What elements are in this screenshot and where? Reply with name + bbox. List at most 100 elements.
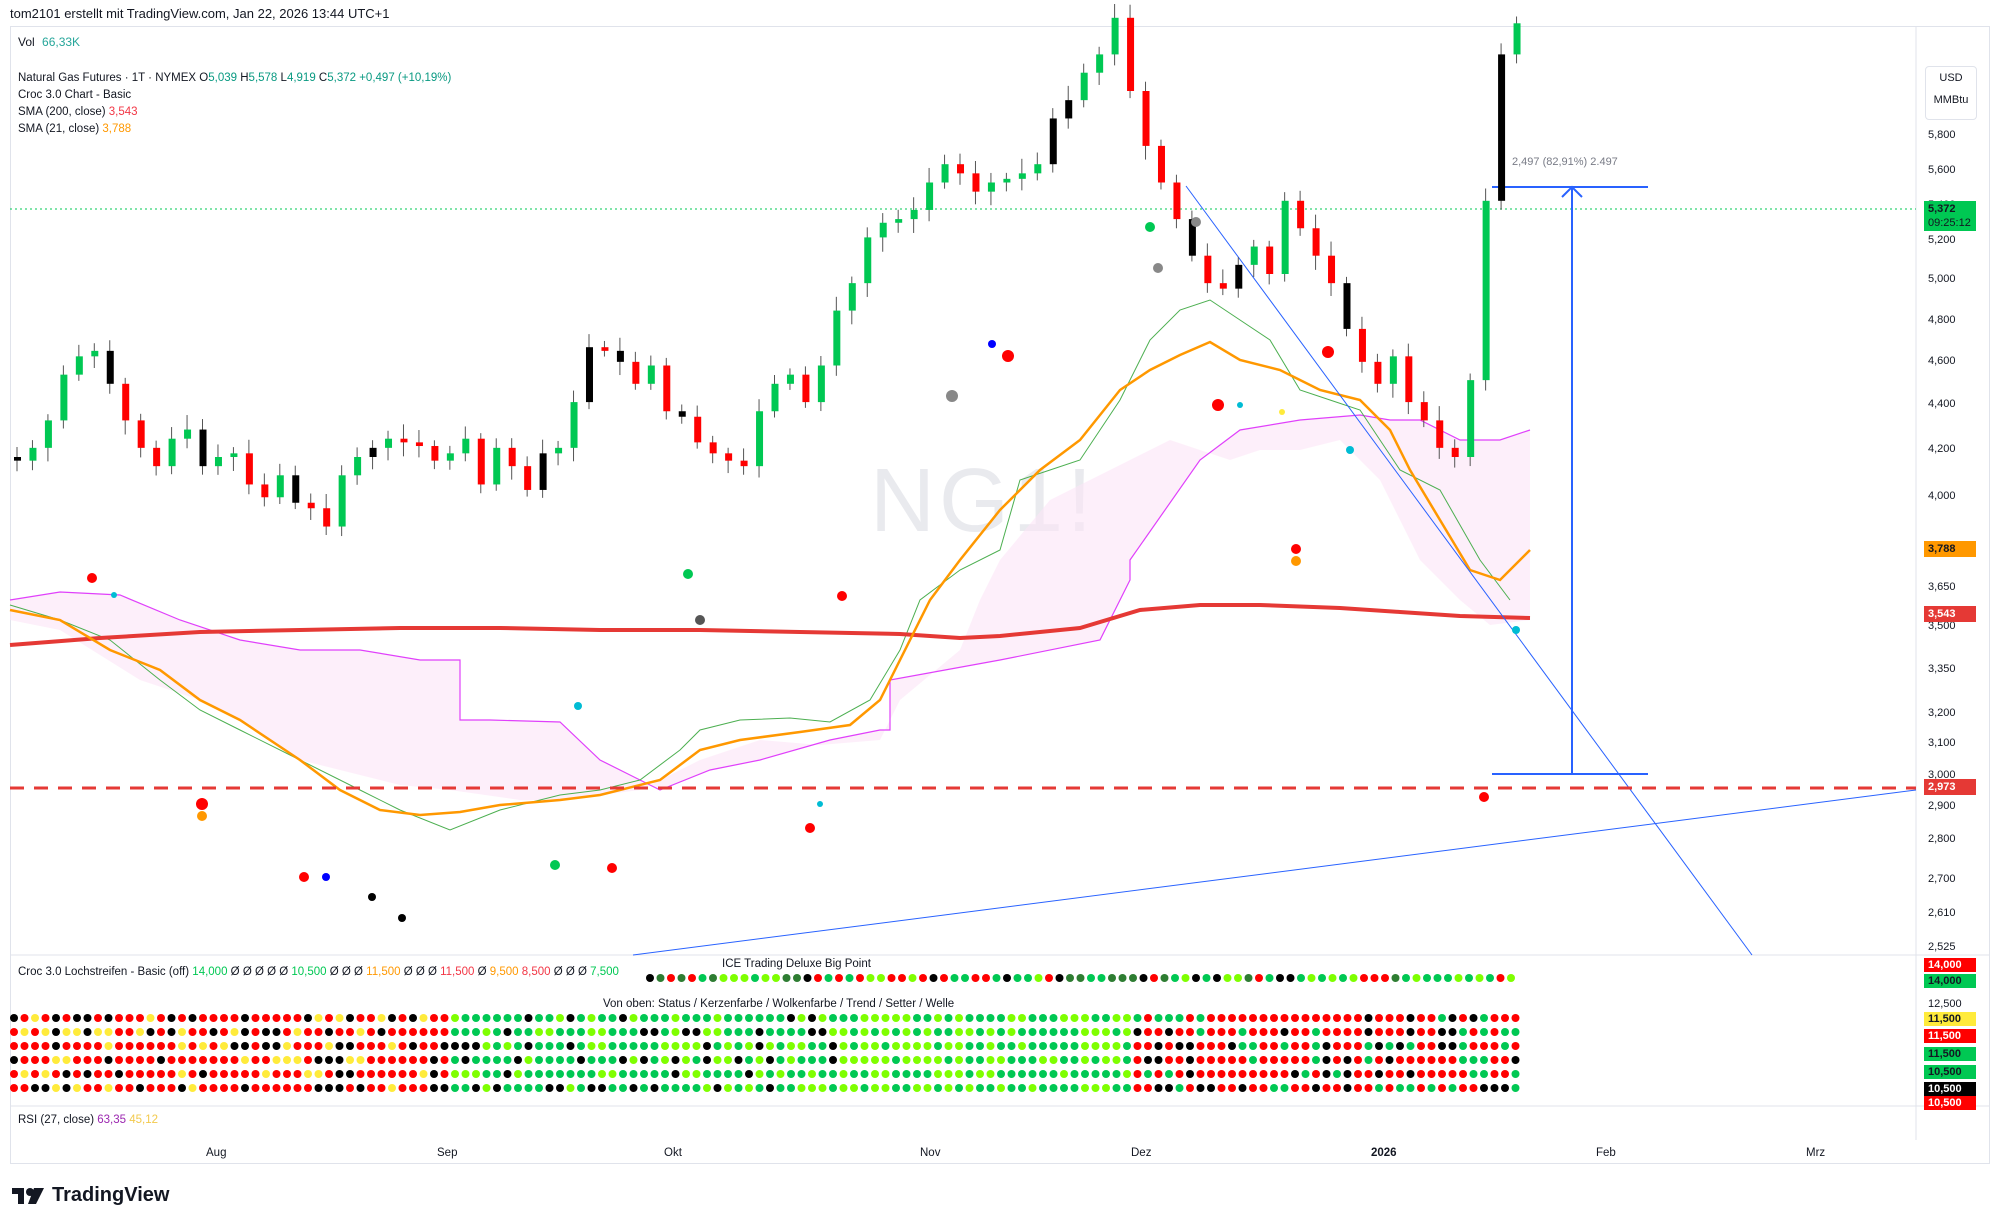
- volume-legend[interactable]: Vol 66,33K: [18, 35, 80, 49]
- strip-dot: [52, 1028, 60, 1036]
- strip-dot: [1301, 1042, 1310, 1050]
- strip-dot: [94, 1056, 102, 1064]
- strip-dot: [986, 1084, 995, 1092]
- strip-dot: [1480, 1070, 1488, 1078]
- candle-body: [895, 219, 903, 223]
- strip-dot: [913, 1084, 921, 1092]
- strip-dot: [167, 1084, 176, 1092]
- strip-dot: [1280, 1042, 1289, 1050]
- strip-dot: [629, 1056, 638, 1064]
- strip-dot: [1396, 1014, 1404, 1022]
- strip-dot: [1511, 1014, 1520, 1022]
- strip-panel-legend[interactable]: Croc 3.0 Lochstreifen - Basic (off) 14,0…: [18, 966, 619, 978]
- currency-label: USD: [1939, 72, 1963, 84]
- strip-dot: [682, 1014, 690, 1022]
- price-axis-label: 5,200: [1928, 234, 1956, 246]
- strip-dot: [167, 1056, 176, 1064]
- strip-dot: [671, 1042, 680, 1050]
- strip-dot: [923, 1014, 932, 1022]
- low-value: 4,919: [286, 72, 316, 84]
- strip-dot: [1328, 974, 1337, 982]
- candle-body: [1157, 145, 1165, 183]
- candle-body: [1297, 200, 1305, 229]
- strip-dot: [902, 1042, 911, 1050]
- strip-dot: [1417, 1014, 1425, 1022]
- strip-dot: [1060, 1014, 1068, 1022]
- high-value: 5,578: [248, 72, 278, 84]
- strip-dot: [10, 1028, 18, 1036]
- candle-body: [1065, 100, 1073, 119]
- candle-body: [987, 182, 995, 192]
- strip-dot: [724, 1070, 732, 1078]
- strip-dot: [20, 1056, 29, 1064]
- strip-dot: [1312, 1014, 1320, 1022]
- strip-dot: [1417, 1028, 1425, 1036]
- strip-dot: [839, 1042, 848, 1050]
- strip-dot: [1060, 1042, 1068, 1050]
- strip-dot: [188, 1042, 197, 1050]
- strip-dot: [566, 1014, 575, 1022]
- strip-dot: [346, 1056, 354, 1064]
- strip-dot: [745, 1084, 753, 1092]
- candle-body: [1389, 356, 1397, 384]
- symbol-legend[interactable]: Natural Gas Futures · 1T · NYMEX O5,039 …: [18, 70, 451, 138]
- strip-dot: [1123, 1056, 1131, 1064]
- strip-dot: [1291, 1070, 1299, 1078]
- strip-dot: [1196, 1028, 1205, 1036]
- indicator-sma21[interactable]: SMA (21, close) 3,788: [18, 121, 451, 138]
- strip-dot: [661, 1070, 669, 1078]
- strip-dot: [1091, 1028, 1100, 1036]
- strip-dot: [367, 1056, 375, 1064]
- candle-body: [1235, 264, 1243, 289]
- strip-dot: [1312, 1084, 1320, 1092]
- strip-dot: [493, 1028, 501, 1036]
- currency-unit-selector[interactable]: USD MMBtu: [1925, 66, 1977, 120]
- candle-body: [29, 447, 37, 461]
- tradingview-logo[interactable]: TradingView: [12, 1184, 169, 1207]
- strip-dot: [304, 1014, 312, 1022]
- strip-dot: [1144, 1014, 1152, 1022]
- signal-dot: [805, 823, 815, 833]
- candle-body: [616, 350, 624, 362]
- strip-dot: [367, 1070, 375, 1078]
- strip-dot: [692, 1070, 701, 1078]
- strip-value: Ø: [562, 966, 575, 978]
- strip-dot: [923, 1056, 932, 1064]
- strip-dot: [440, 1070, 449, 1078]
- strip-dot: [713, 1014, 722, 1022]
- strip-dot: [944, 1056, 953, 1064]
- strip-dot: [1459, 1070, 1467, 1078]
- strip-dot: [199, 1014, 207, 1022]
- strip-dot: [535, 1028, 543, 1036]
- symbol-row[interactable]: Natural Gas Futures · 1T · NYMEX O5,039 …: [18, 70, 451, 87]
- strip-dot: [1301, 1028, 1310, 1036]
- strip-dot: [556, 1014, 564, 1022]
- strip-dot: [1270, 1070, 1278, 1078]
- strip-dot: [545, 1056, 554, 1064]
- price-axis-label: 3,000: [1928, 769, 1956, 781]
- signal-dot: [1346, 446, 1354, 454]
- strip-dot: [493, 1014, 501, 1022]
- strip-dot: [1070, 1014, 1079, 1022]
- strip-dot: [703, 1042, 711, 1050]
- strip-dot: [1333, 1056, 1341, 1064]
- candle-body: [477, 438, 485, 485]
- indicator-sma200[interactable]: SMA (200, close) 3,543: [18, 104, 451, 121]
- strip-dot: [703, 1084, 711, 1092]
- strip-dot: [545, 1070, 554, 1078]
- rsi-legend[interactable]: RSI (27, close) 63,35 45,12: [18, 1114, 158, 1126]
- strip-dot: [856, 974, 864, 982]
- strip-dot: [251, 1028, 260, 1036]
- strip-dot: [125, 1056, 134, 1064]
- strip-dot: [1465, 974, 1473, 982]
- strip-dot: [146, 1056, 155, 1064]
- strip-dot: [62, 1084, 71, 1092]
- indicator-croc-chart[interactable]: Croc 3.0 Chart - Basic: [18, 89, 132, 101]
- strip-dot: [734, 1042, 743, 1050]
- strip-dot: [283, 1056, 291, 1064]
- strip-dot: [955, 1070, 963, 1078]
- strip-dot: [1364, 1014, 1373, 1022]
- strip-dot: [472, 1084, 480, 1092]
- strip-dot: [1291, 1042, 1299, 1050]
